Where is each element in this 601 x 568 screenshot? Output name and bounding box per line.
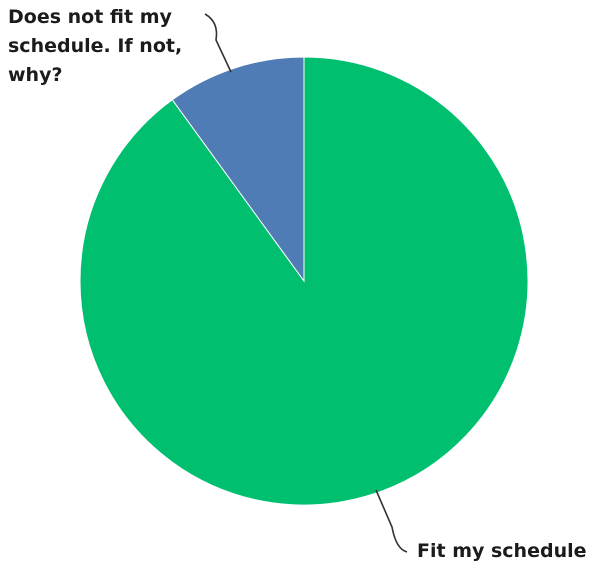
leader-lines-layer (204, 13, 408, 553)
slice-label-does-not-fit: Does not fit my schedule. If not, why? (8, 6, 189, 86)
label-line: why? (8, 64, 63, 86)
label-line: Does not fit my (8, 6, 172, 28)
leader-line-does-not-fit (204, 13, 232, 73)
label-line: schedule. If not, (8, 35, 182, 57)
labels-layer: Does not fit my schedule. If not, why? F… (8, 6, 587, 562)
slice-label-fit: Fit my schedule (417, 540, 587, 562)
slices-layer (79, 56, 529, 506)
label-line: Fit my schedule (417, 540, 587, 562)
pie-slice-does-not-fit-my-schedule-if-not-why (171, 56, 305, 283)
leader-line-fit (375, 489, 408, 553)
